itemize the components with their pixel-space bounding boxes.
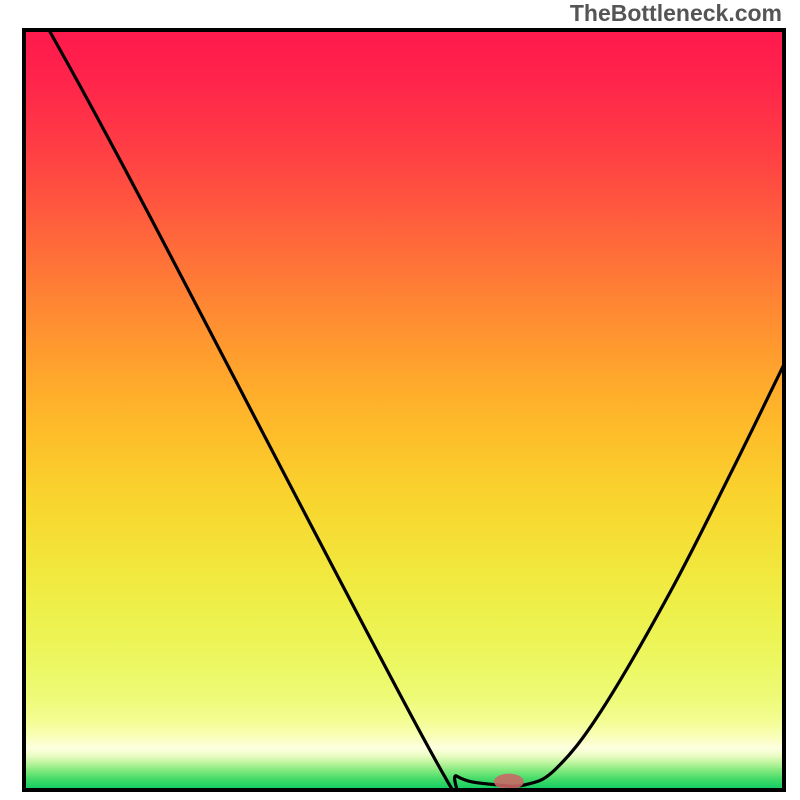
- watermark-text: TheBottleneck.com: [570, 0, 782, 27]
- optimal-point-marker: [494, 774, 524, 790]
- plot-background-gradient: [24, 30, 784, 790]
- bottleneck-chart: [0, 0, 800, 800]
